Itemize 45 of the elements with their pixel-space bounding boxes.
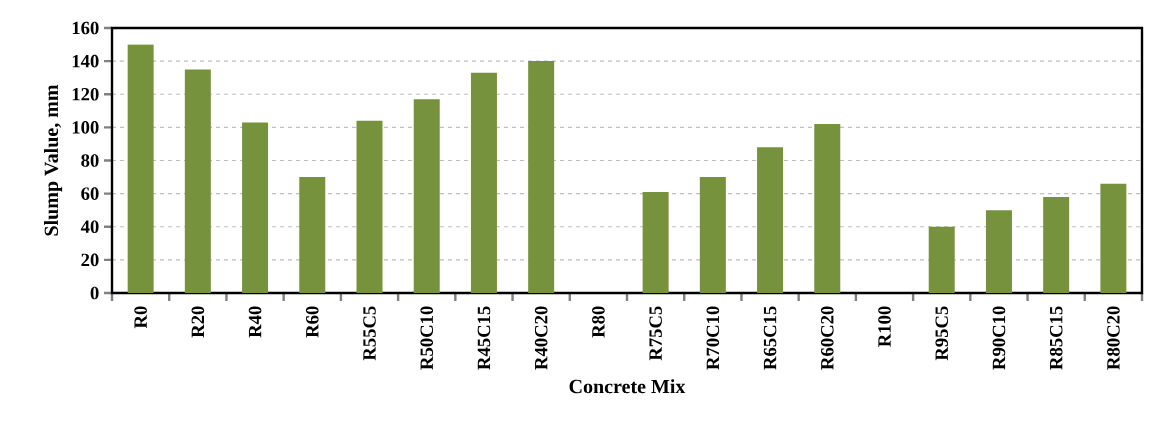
bar [413,99,440,293]
bar [985,210,1012,293]
bar [127,44,154,293]
bar [1043,196,1070,293]
bar [1100,183,1127,293]
bar [470,72,497,293]
x-tick-label: R95C5 [935,306,948,361]
x-axis-title: Concrete Mix [569,379,686,394]
x-tick-label: R40C20 [534,306,548,370]
y-tick-label: 0 [90,286,99,300]
bar [757,147,784,293]
y-tick-label: 140 [72,54,99,68]
bar [356,120,383,293]
bar [642,191,669,293]
x-tick-label: R45C15 [477,306,491,370]
x-tick-label: R70C10 [706,306,720,370]
x-tick-label: R90C10 [992,306,1006,370]
x-tick-label: R80 [592,306,605,338]
y-tick-label: 20 [81,253,99,267]
bar [928,226,955,293]
bar [814,124,841,293]
bar [528,61,555,293]
x-tick-label: R80C20 [1107,306,1120,370]
y-tick-label: 80 [81,154,99,167]
x-tick-label: R40 [248,306,262,338]
y-tick-label: 120 [72,87,99,101]
x-tick-label: R0 [134,306,147,329]
x-tick-label: R85C15 [1049,306,1063,370]
bar [184,69,211,293]
x-tick-label: R20 [191,306,205,338]
y-tick-label: 160 [72,21,99,35]
x-tick-label: R65C15 [763,306,777,370]
x-tick-label: R75C5 [649,306,662,361]
bar [299,177,326,293]
x-tick-label: R100 [878,306,891,347]
bar [699,177,726,293]
x-tick-label: R50C10 [420,306,434,370]
x-tick-label: R60C20 [820,306,834,370]
y-tick-label: 100 [72,121,99,134]
y-axis-title: Slump Value, mm [44,84,63,236]
y-tick-label: 60 [81,187,99,200]
x-tick-label: R55C5 [363,306,376,361]
x-tick-label: R60 [305,306,319,338]
bar [242,122,269,293]
y-tick-label: 40 [80,220,99,234]
